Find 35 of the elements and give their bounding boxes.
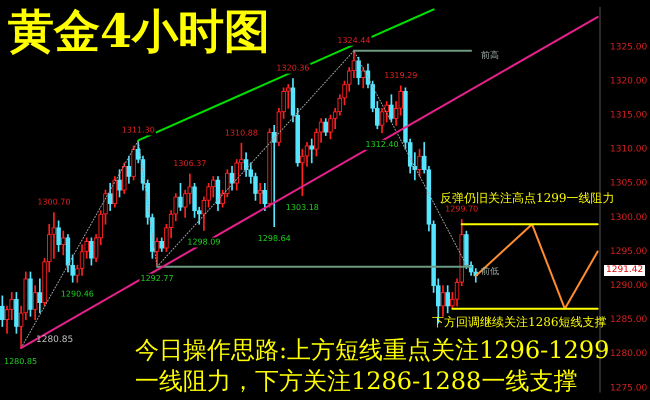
annotation: 1290.46	[60, 290, 94, 299]
y-tick-label: 1320.00	[610, 76, 648, 86]
annotation: 1299.70	[445, 204, 478, 214]
annotation: 1280.85	[36, 335, 74, 345]
annotation: 1310.88	[224, 128, 258, 138]
y-tick-label: 1290.00	[610, 280, 648, 291]
y-tick-label: 1315.00	[610, 110, 648, 120]
series-label: 前低	[481, 266, 500, 278]
annotation: 1312.40	[365, 140, 399, 149]
y-tick-label: 1310.00	[610, 144, 648, 155]
series-label: 前高	[481, 50, 500, 62]
annotation: 1319.29	[384, 70, 418, 80]
annotation: 下方回调继续关注1286短线支撑	[432, 315, 607, 329]
annotation: 1303.18	[286, 202, 319, 212]
y-tick-label: 1280.00	[610, 349, 648, 360]
text: 1291.42	[604, 265, 646, 276]
y-tick-label: 1300.00	[610, 212, 648, 223]
chart-title: 黄金4小时图	[8, 4, 270, 58]
y-tick-label: 1275.00	[610, 383, 648, 394]
annotation: 今日操作思路:上方短线重点关注1296-1299	[135, 336, 610, 364]
annotation: 1298.64	[258, 234, 291, 243]
annotation: 1324.44	[337, 36, 370, 45]
annotation: 1311.30	[122, 125, 155, 134]
annotation: 一线阻力，下方关注1286-1288一线支撑	[135, 367, 578, 395]
annotation: 1298.09	[187, 238, 220, 247]
y-tick-label: 1325.00	[610, 42, 648, 52]
annotation: 1292.77	[140, 274, 174, 283]
annotation: 反弹仍旧关注高点1299一线阻力	[440, 191, 615, 205]
y-tick-label: 1295.00	[610, 246, 648, 257]
y-tick-label: 1285.00	[610, 315, 648, 326]
annotation: 1306.37	[173, 159, 206, 168]
annotation: 1280.85	[4, 357, 38, 366]
annotation: 1320.36	[276, 64, 310, 73]
y-tick-label: 1305.00	[610, 178, 648, 189]
annotation: 1300.70	[37, 198, 70, 207]
